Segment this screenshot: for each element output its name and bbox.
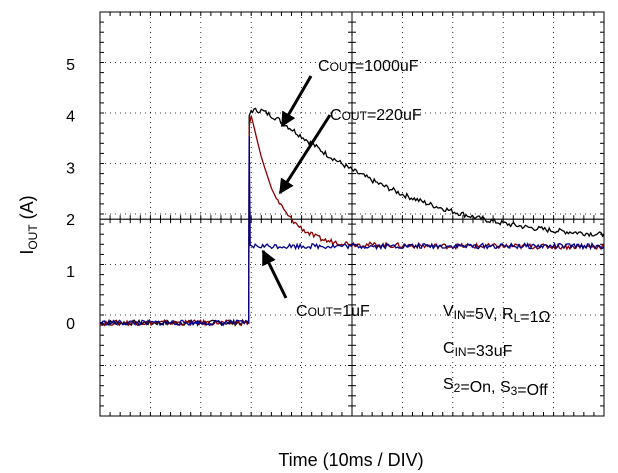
grid <box>99 11 605 417</box>
annotation-part: =5V, R <box>466 306 514 323</box>
annotation-part: V <box>443 303 454 320</box>
annotation-part: =Off <box>517 382 548 399</box>
annotation-label: COUT=1uF <box>296 303 370 320</box>
annotation-part-sub: IN <box>454 308 466 322</box>
annotation-part-sub: OUT <box>342 109 368 123</box>
annotation-part: C <box>443 340 455 357</box>
annotation-part: =220uF <box>367 107 422 124</box>
annotation-arrow <box>278 114 332 195</box>
annotation-part: =On, S <box>460 379 510 396</box>
series-group <box>99 107 605 327</box>
y-tick-label: 1 <box>66 264 75 281</box>
annotation-part: C <box>296 303 308 320</box>
annotation-part: C <box>318 58 330 75</box>
annotation-part: S <box>443 376 454 393</box>
y-tick-label: 3 <box>66 160 75 177</box>
annotation-label: COUT=1000uF <box>318 58 419 75</box>
annotation-arrow <box>261 249 288 299</box>
annotation-part: C <box>330 107 342 124</box>
annotation-part: =33uF <box>467 343 513 360</box>
annotation-part-sub: OUT <box>330 60 356 74</box>
y-tick-label: 5 <box>66 57 75 74</box>
y-tick-label: 2 <box>66 212 75 229</box>
annotation-part: =1uF <box>333 303 370 320</box>
series-line-1 <box>99 107 605 327</box>
y-axis-label-sub: OUT <box>26 224 40 250</box>
y-axis-label-suffix: (A) <box>17 195 37 224</box>
annotation-arrows <box>261 75 332 299</box>
y-tick-labels: 0 1 2 3 4 5 <box>66 57 75 333</box>
annotation-part-sub: L <box>514 311 521 325</box>
annotation-label: CIN=33uF <box>443 340 513 360</box>
annotation-part: =1000uF <box>355 58 419 75</box>
annotation-part-sub: 2 <box>454 381 461 395</box>
annotation-part-sub: IN <box>455 345 467 359</box>
series-line-3 <box>99 136 605 327</box>
annotation-label: VIN=5V, RL=1Ω <box>443 303 550 326</box>
y-axis-label: IOUT (A) <box>17 195 40 254</box>
y-tick-label: 0 <box>66 316 75 333</box>
annotation-part-sub: OUT <box>308 305 334 319</box>
annotation-label: S2=On, S3=Off <box>443 376 548 399</box>
y-tick-label: 4 <box>66 109 75 126</box>
y-axis-label-main: I <box>17 250 37 255</box>
annotation-arrow <box>280 75 313 128</box>
annotation-label: COUT=220uF <box>330 107 422 124</box>
x-axis-label: Time (10ms / DIV) <box>278 450 423 470</box>
annotation-part: =1Ω <box>520 309 550 326</box>
annotation-part-sub: 3 <box>511 384 518 398</box>
